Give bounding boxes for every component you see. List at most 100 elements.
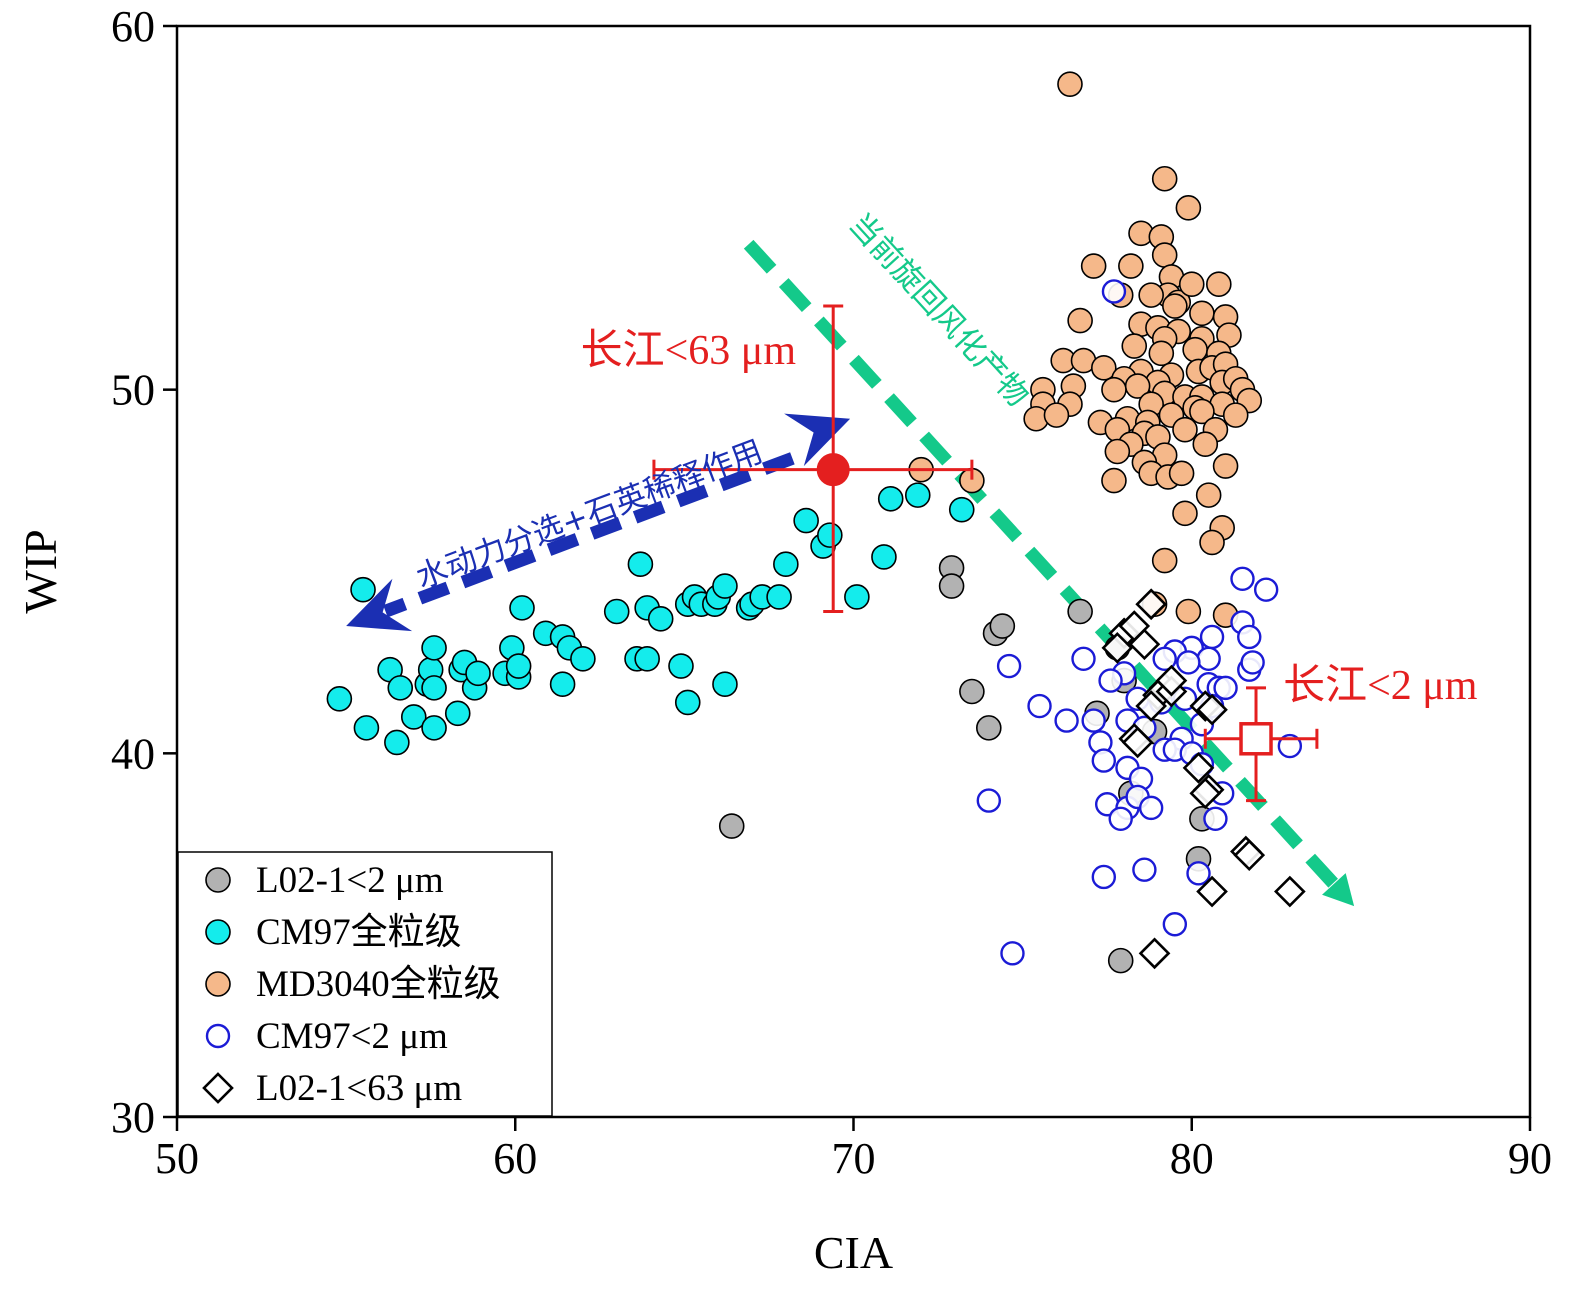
data-point (1203, 806, 1228, 831)
data-point (1196, 875, 1228, 908)
data-point (1138, 937, 1171, 970)
data-point (1152, 646, 1177, 671)
y-tick-label: 60 (111, 2, 155, 51)
data-point (1104, 438, 1131, 465)
data-point (938, 573, 965, 599)
trend-arrow-label: 水动力分选+石英稀释作用 (411, 433, 767, 596)
data-point (465, 660, 491, 687)
data-point (1098, 668, 1123, 693)
data-point (421, 635, 447, 661)
legend-marker (202, 1072, 234, 1104)
data-point (1196, 646, 1221, 671)
trend-arrows (346, 239, 1355, 907)
error-bar-marker (816, 453, 850, 487)
data-point (1162, 293, 1188, 319)
data-point (421, 715, 447, 741)
data-point (1192, 431, 1219, 458)
data-point (627, 551, 654, 578)
series-group (1101, 588, 1306, 970)
data-point (603, 598, 630, 625)
legend-label: L02-1<63 μm (256, 1068, 462, 1109)
data-point (384, 729, 410, 756)
error-bar-label: 长江<63 μm (581, 328, 797, 374)
data-point (1091, 864, 1117, 890)
data-point (350, 576, 376, 603)
data-point (1230, 566, 1255, 591)
data-point (773, 551, 799, 578)
data-point (1151, 165, 1178, 192)
data-point (1175, 195, 1202, 221)
data-point (871, 544, 897, 570)
axes: 50 60 70 80 90 30 40 50 60 CIA WIP (15, 2, 1552, 1278)
data-point (1196, 693, 1228, 726)
data-point (1071, 646, 1096, 671)
data-point (1189, 398, 1215, 425)
x-axis-label: CIA (814, 1227, 893, 1278)
trend-arrow-head (1322, 873, 1355, 907)
data-point (1212, 453, 1239, 479)
legend-marker (205, 971, 231, 997)
data-point (1108, 806, 1133, 831)
data-point (387, 675, 414, 701)
data-point (1101, 467, 1127, 494)
legend-marker (205, 919, 231, 945)
data-point (1199, 529, 1225, 556)
y-tick-label: 50 (111, 366, 155, 415)
data-point (1182, 336, 1208, 363)
x-tick-label: 50 (155, 1134, 199, 1183)
data-point (718, 813, 745, 839)
data-point (817, 522, 843, 548)
data-point (1054, 708, 1079, 733)
data-point (668, 653, 694, 679)
data-point (877, 485, 904, 512)
data-point (948, 496, 975, 523)
legend-label: MD3040全粒级 (256, 963, 501, 1005)
data-point (1172, 416, 1198, 443)
data-point (1162, 912, 1188, 937)
data-point (1080, 253, 1107, 279)
trend-arrow-line (743, 239, 1346, 896)
data-point (1138, 795, 1164, 821)
data-point (1000, 941, 1025, 966)
data-point (1027, 693, 1052, 719)
data-point (1195, 482, 1222, 508)
data-point (674, 689, 701, 716)
data-point (1237, 624, 1262, 650)
data-point (647, 605, 674, 632)
x-tick-label: 80 (1170, 1134, 1214, 1183)
data-point (1067, 307, 1093, 334)
y-tick-label: 40 (111, 729, 155, 778)
data-point (1172, 500, 1198, 527)
data-point (1081, 708, 1106, 733)
data-point (421, 675, 447, 701)
data-point (444, 700, 471, 727)
legend-label: L02-1<2 μm (256, 860, 444, 901)
data-point (1091, 748, 1117, 773)
data-point (1132, 857, 1157, 882)
x-tick-label: 90 (1508, 1134, 1552, 1183)
data-point (712, 573, 738, 599)
data-point (975, 715, 1002, 741)
data-point (570, 645, 596, 672)
data-point (1277, 733, 1303, 759)
data-point (1175, 598, 1202, 625)
data-point (326, 685, 353, 712)
error-bars (652, 304, 1319, 803)
data-point (1178, 271, 1205, 298)
y-axis-label: WIP (15, 529, 66, 613)
series-group (908, 71, 1263, 628)
data-point (1091, 355, 1117, 381)
data-point (1151, 242, 1178, 268)
legend-marker (205, 867, 231, 893)
data-point (1189, 777, 1222, 810)
legend: L02-1<2 μm CM97全粒级 MD3040全粒级 CM97<2 μm L02-1… (177, 851, 553, 1117)
data-point (959, 678, 985, 705)
error-bar-label: 长江<2 μm (1283, 663, 1478, 709)
data-point (1155, 664, 1188, 697)
data-point (1176, 650, 1201, 675)
data-point (976, 788, 1001, 813)
data-point (1101, 376, 1127, 403)
legend-label: CM97全粒级 (256, 911, 462, 953)
error-bar-marker (1239, 722, 1273, 756)
